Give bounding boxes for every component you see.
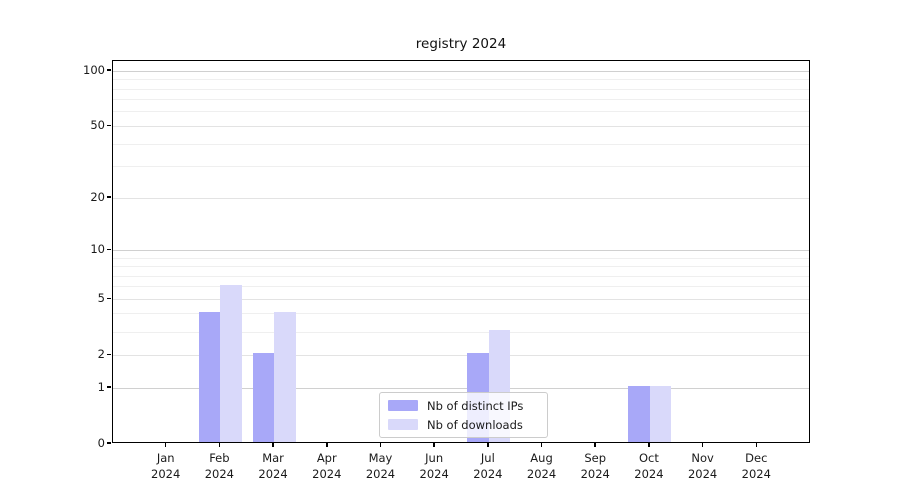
y-tick-label: 100	[83, 63, 105, 78]
y-tick-mark	[107, 353, 111, 355]
grid-line-minor	[113, 257, 809, 259]
x-tick-label: Sep 2024	[563, 450, 627, 482]
x-tick-label: Mar 2024	[241, 450, 305, 482]
grid-line-major	[113, 249, 809, 251]
bar-downloads-feb	[220, 284, 242, 442]
x-tick-label: Jun 2024	[402, 450, 466, 482]
x-tick-month: Feb	[209, 451, 230, 465]
y-tick-mark	[107, 386, 111, 388]
x-tick-mark	[164, 443, 167, 447]
y-tick-label: 0	[97, 436, 105, 450]
grid-line-minor	[113, 99, 809, 101]
y-tick-mark	[107, 124, 111, 127]
chart-title: registry 2024	[415, 36, 507, 52]
grid-line-major	[113, 387, 809, 389]
x-tick-month: Jul	[480, 451, 495, 465]
y-tick-label: 20	[90, 190, 105, 205]
bar-distinct-ips-mar	[252, 353, 275, 442]
x-tick-label: Nov 2024	[671, 450, 735, 482]
grid-line	[113, 298, 809, 300]
x-tick-month: Oct	[638, 451, 659, 465]
bar-distinct-ips-oct	[628, 386, 650, 442]
y-tick-mark	[107, 297, 111, 299]
x-tick-label: Apr 2024	[295, 450, 359, 482]
x-tick-mark	[433, 443, 435, 447]
legend: Nb of distinct IPs Nb of downloads	[379, 392, 548, 438]
x-tick-month: Sep	[584, 451, 607, 465]
grid-line-minor	[113, 313, 809, 315]
x-tick-year: 2024	[741, 467, 771, 481]
grid-line-major	[113, 70, 809, 72]
x-tick-month: Jun	[425, 451, 444, 465]
x-tick-month: Aug	[530, 451, 553, 465]
y-tick-mark	[107, 248, 111, 251]
bar-distinct-ips-feb	[198, 312, 221, 442]
x-tick-mark	[540, 443, 543, 447]
x-tick-mark	[648, 443, 650, 447]
y-tick-mark	[107, 69, 111, 71]
grid-line-minor	[113, 266, 809, 267]
x-tick-mark	[701, 443, 704, 447]
y-tick-label: 5	[97, 291, 105, 306]
legend-row-distinct-ips: Nb of distinct IPs	[388, 398, 539, 414]
x-tick-year: 2024	[258, 467, 288, 481]
x-tick-mark	[272, 443, 274, 447]
x-tick-label: Feb 2024	[187, 450, 251, 482]
y-tick-label: 50	[90, 118, 105, 133]
legend-swatch	[388, 400, 418, 411]
x-tick-label: Jan 2024	[134, 450, 198, 482]
y-tick-mark	[107, 442, 111, 444]
grid-line-minor	[113, 79, 809, 81]
x-tick-year: 2024	[687, 467, 718, 481]
legend-swatch	[388, 419, 418, 430]
x-tick-label: Oct 2024	[617, 450, 681, 482]
x-tick-year: 2024	[634, 467, 664, 481]
x-tick-mark	[218, 443, 221, 447]
x-tick-year: 2024	[151, 467, 181, 481]
legend-label: Nb of downloads	[427, 417, 523, 432]
x-tick-year: 2024	[419, 467, 449, 481]
bar-downloads-oct	[649, 386, 672, 442]
x-tick-year: 2024	[312, 467, 342, 481]
x-tick-year: 2024	[580, 467, 610, 481]
x-tick-year: 2024	[365, 467, 396, 481]
x-tick-mark	[487, 443, 489, 447]
grid-line-minor	[113, 331, 809, 333]
x-tick-year: 2024	[473, 467, 503, 481]
grid-line-minor	[113, 143, 809, 145]
x-tick-mark	[755, 443, 758, 447]
x-tick-month: Apr	[316, 451, 337, 465]
x-tick-month: May	[368, 451, 393, 465]
bar-downloads-mar	[274, 312, 296, 442]
y-tick-mark	[107, 196, 111, 198]
y-tick-label: 1	[97, 380, 105, 394]
grid-line	[113, 354, 809, 356]
grid-line-minor	[113, 111, 809, 113]
plot-area: Nb of distinct IPs Nb of downloads	[112, 60, 810, 443]
x-tick-month: Nov	[691, 451, 714, 465]
x-tick-label: Aug 2024	[510, 450, 574, 482]
x-tick-label: May 2024	[348, 450, 412, 482]
x-tick-month: Mar	[262, 451, 284, 465]
x-tick-label: Jul 2024	[456, 450, 520, 482]
x-tick-mark	[594, 443, 596, 447]
grid-line-minor	[113, 275, 809, 277]
legend-row-downloads: Nb of downloads	[388, 417, 539, 433]
grid-line-minor	[113, 286, 809, 288]
y-tick-label: 10	[90, 242, 105, 257]
y-tick-label: 2	[97, 347, 105, 362]
grid-line	[113, 125, 809, 127]
x-tick-month: Dec	[745, 451, 768, 465]
x-tick-mark	[326, 443, 328, 447]
legend-label: Nb of distinct IPs	[427, 398, 524, 413]
x-tick-label: Dec 2024	[724, 450, 788, 482]
x-tick-mark	[379, 443, 382, 447]
x-tick-month: Jan	[156, 451, 175, 465]
grid-line	[113, 197, 809, 199]
grid-line-minor	[113, 166, 809, 168]
x-tick-year: 2024	[526, 467, 557, 481]
x-tick-year: 2024	[204, 467, 235, 481]
grid-line-minor	[113, 88, 809, 90]
